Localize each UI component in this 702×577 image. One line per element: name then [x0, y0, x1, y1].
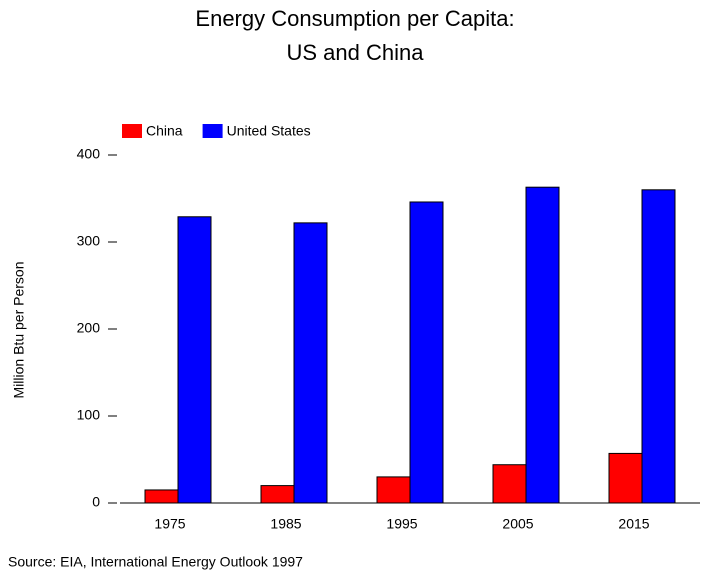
x-tick-label: 2015 — [618, 516, 649, 532]
y-tick-label: 0 — [92, 494, 100, 510]
bar — [525, 186, 560, 504]
y-tick-label: 300 — [77, 233, 101, 249]
bar — [492, 464, 527, 504]
bar — [409, 201, 444, 504]
chart-title: Energy Consumption per Capita: — [195, 6, 514, 31]
x-tick-label: 1995 — [386, 516, 417, 532]
source-note: Source: EIA, International Energy Outloo… — [8, 554, 303, 570]
bar — [177, 216, 212, 504]
bar — [641, 189, 676, 504]
bar — [144, 489, 179, 504]
bar — [608, 452, 643, 504]
legend-label: China — [146, 123, 183, 139]
y-tick-label: 100 — [77, 407, 101, 423]
bar — [260, 485, 295, 504]
x-tick-label: 1985 — [270, 516, 301, 532]
x-tick-label: 1975 — [154, 516, 185, 532]
y-tick-label: 200 — [77, 320, 101, 336]
chart-title: US and China — [287, 40, 425, 65]
bar — [293, 222, 328, 504]
x-tick-label: 2005 — [502, 516, 533, 532]
legend-label: United States — [227, 123, 311, 139]
y-axis-label: Million Btu per Person — [11, 262, 27, 399]
legend-swatch — [122, 124, 142, 138]
legend-swatch — [202, 124, 223, 138]
y-tick-label: 400 — [77, 146, 101, 162]
bar — [376, 476, 411, 504]
